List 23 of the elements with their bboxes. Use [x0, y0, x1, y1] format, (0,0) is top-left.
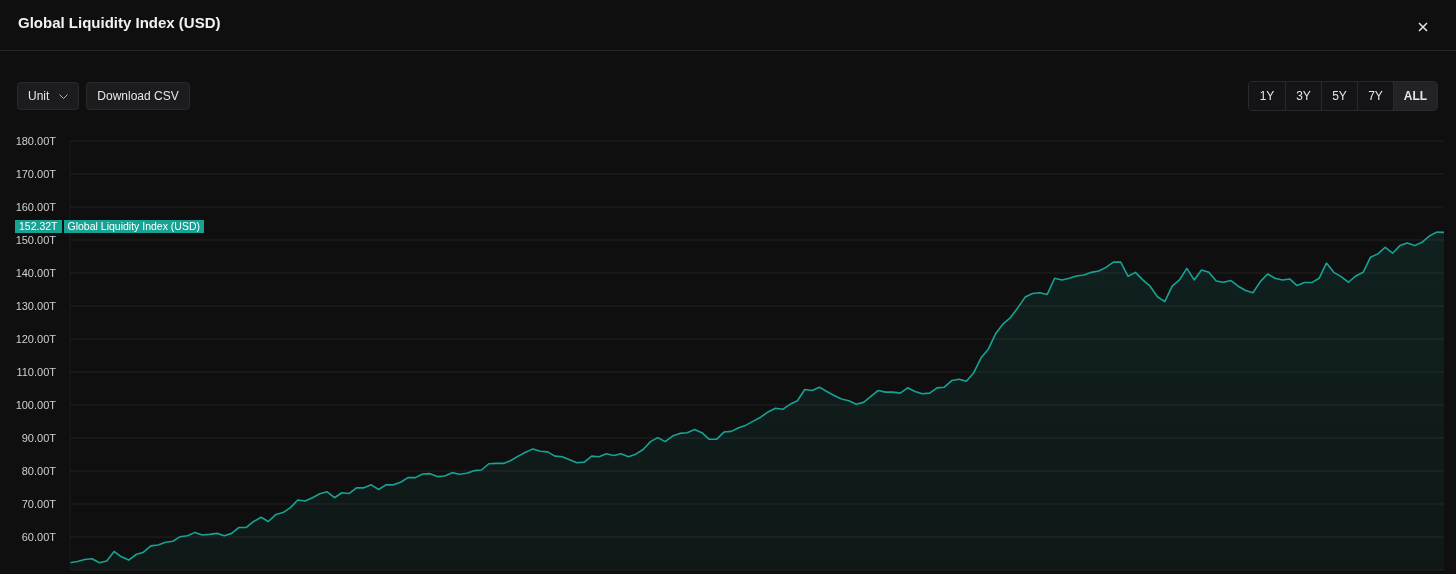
text: 1Y: [1249, 82, 1285, 110]
y-tick-label: 110.00T: [16, 365, 57, 378]
text: ALL: [1393, 82, 1437, 110]
y-tick-label: 80.00T: [21, 464, 57, 477]
chart-title: Global Liquidity Index (USD): [18, 14, 221, 31]
text: Download CSV: [97, 89, 179, 103]
y-tick-label: 100.00T: [15, 398, 57, 411]
y-tick-label: 70.00T: [21, 497, 57, 510]
y-tick-label: 90.00T: [21, 431, 57, 444]
y-tick-label: 170.00T: [15, 167, 57, 180]
text: 7Y: [1357, 82, 1393, 110]
legend-label: Global Liquidity Index (USD): [63, 220, 205, 233]
text: Unit: [28, 89, 50, 103]
text: 5Y: [1321, 82, 1357, 110]
y-tick-label: 130.00T: [15, 299, 57, 312]
text: 3Y: [1285, 82, 1321, 110]
y-tick-label: 180.00T: [15, 134, 57, 147]
y-tick-label: 150.00T: [15, 233, 57, 246]
y-tick-label: 140.00T: [15, 266, 57, 279]
y-tick-label: 120.00T: [15, 332, 57, 345]
y-tick-label: 60.00T: [21, 530, 57, 543]
y-tick-label: 160.00T: [15, 200, 57, 213]
text: 152.32T: [15, 220, 62, 233]
